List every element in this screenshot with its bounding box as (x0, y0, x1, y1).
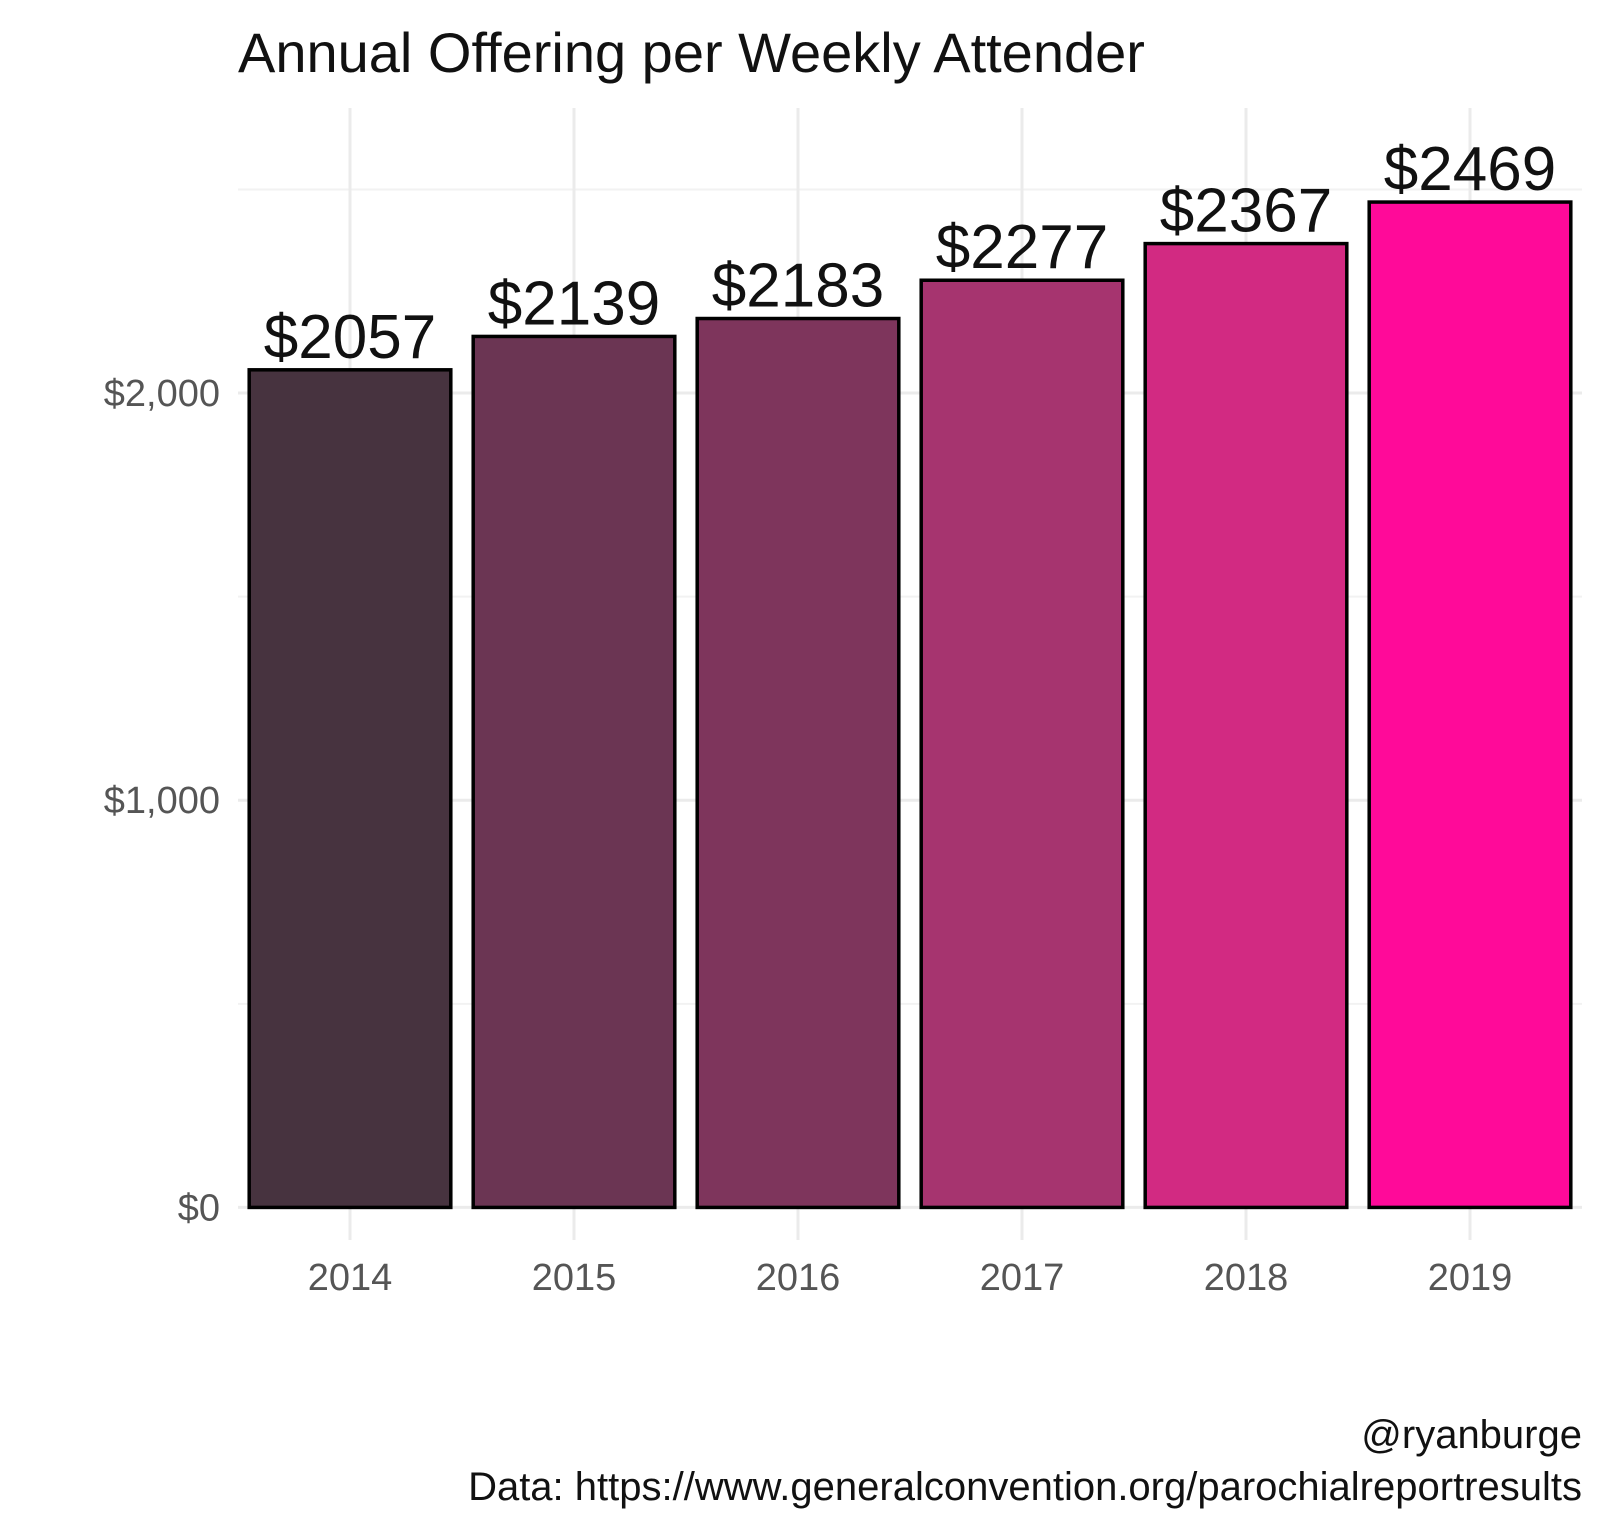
bar-2019 (1367, 200, 1573, 1210)
data-label-2019: $2469 (1384, 135, 1556, 204)
bar-2018 (1143, 241, 1349, 1210)
chart-title: Annual Offering per Weekly Attender (238, 21, 1145, 84)
y-tick-label: $1,000 (104, 780, 220, 822)
x-tick-label: 2014 (308, 1257, 393, 1299)
x-tick-label: 2019 (1428, 1257, 1513, 1299)
data-label-2018: $2367 (1160, 177, 1332, 246)
x-tick-label: 2015 (532, 1257, 617, 1299)
x-tick-label: 2018 (1204, 1257, 1289, 1299)
bar-2016 (695, 316, 901, 1210)
data-labels: $2057 $2139 $2183 $2277 $2367 $2469 (264, 135, 1556, 372)
data-label-2014: $2057 (264, 303, 436, 372)
x-axis: 2014 2015 2016 2017 2018 2019 (308, 1257, 1513, 1299)
data-label-2015: $2139 (488, 269, 660, 338)
bar-2017 (919, 278, 1125, 1210)
data-label-2017: $2277 (936, 213, 1108, 282)
y-tick-label: $0 (178, 1187, 220, 1229)
x-tick-label: 2017 (980, 1257, 1065, 1299)
data-label-2016: $2183 (712, 252, 884, 321)
bar-2015 (471, 334, 677, 1210)
y-tick-label: $2,000 (104, 373, 220, 415)
bars (247, 200, 1573, 1210)
y-axis: $0 $1,000 $2,000 (104, 373, 220, 1229)
x-tick-label: 2016 (756, 1257, 841, 1299)
bar-2014 (247, 368, 453, 1210)
caption-handle: @ryanburge (1361, 1413, 1582, 1457)
caption-source: Data: https://www.generalconvention.org/… (468, 1465, 1582, 1509)
